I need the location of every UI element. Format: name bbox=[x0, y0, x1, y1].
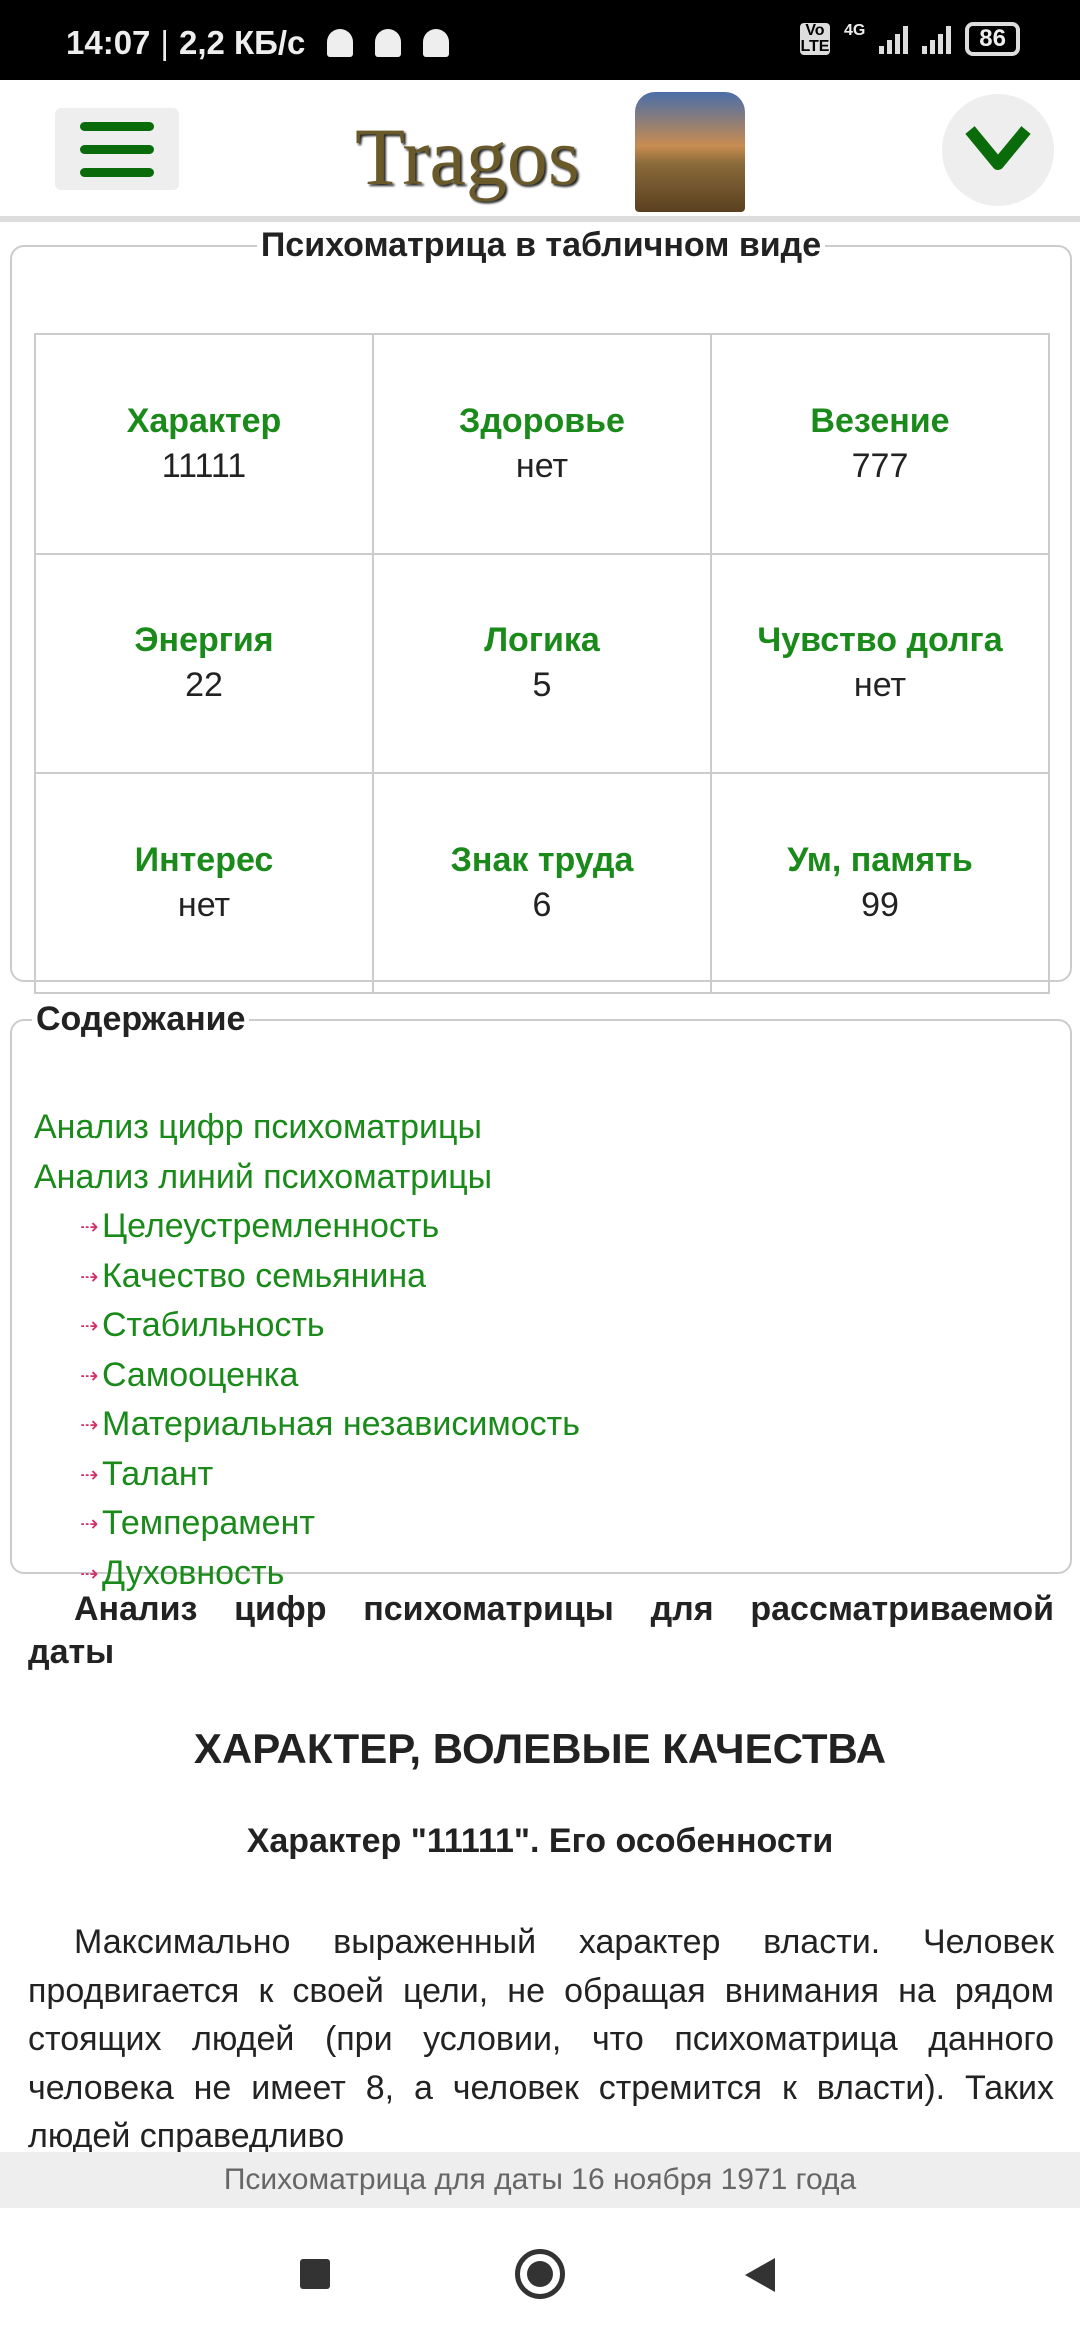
cell-label: Знак труда bbox=[450, 841, 634, 880]
cell-value: нет bbox=[177, 886, 231, 925]
chevron-down-icon bbox=[965, 126, 1031, 170]
bell-icon bbox=[423, 29, 450, 57]
signal-icon bbox=[922, 24, 952, 54]
back-button[interactable] bbox=[745, 2258, 775, 2292]
cell-label: Ум, память bbox=[787, 841, 973, 880]
separator: | bbox=[160, 24, 169, 61]
battery-icon: 86 bbox=[965, 22, 1020, 56]
matrix-cell: Знак труда 6 bbox=[372, 772, 712, 994]
scroll-wizard-image bbox=[635, 92, 745, 212]
section-subheading: Характер "11111". Его особенности bbox=[246, 1822, 834, 1860]
cell-label: Энергия bbox=[134, 621, 274, 660]
cell-value: 99 bbox=[861, 886, 899, 925]
menu-button[interactable] bbox=[55, 108, 179, 190]
status-bar: 14:07 | 2,2 КБ/с Vo LTE 4G 86 bbox=[0, 0, 1080, 80]
toc-link-digits[interactable]: Анализ цифр психоматрицы bbox=[34, 1108, 482, 1146]
toc-sublink[interactable]: ⇢ Целеустремленность bbox=[34, 1202, 580, 1252]
logo[interactable]: Tragos bbox=[355, 92, 755, 212]
toc-sublink[interactable]: ⇢ Стабильность bbox=[34, 1301, 580, 1351]
arrow-icon: ⇢ bbox=[80, 1362, 99, 1388]
arrow-icon: ⇢ bbox=[80, 1263, 99, 1289]
android-nav-bar bbox=[0, 2208, 1080, 2340]
cell-label: Везение bbox=[810, 401, 950, 440]
cell-value: 11111 bbox=[161, 446, 247, 485]
arrow-icon: ⇢ bbox=[80, 1511, 99, 1536]
toc-sublink[interactable]: ⇢ Темперамент bbox=[34, 1499, 580, 1549]
home-button[interactable] bbox=[515, 2249, 565, 2299]
toc-panel: Содержание Анализ цифр психоматрицы Анал… bbox=[10, 1000, 1072, 1592]
matrix-cell: Ум, память 99 bbox=[710, 772, 1050, 994]
section-intro: Анализ цифр психоматрицы для рассматрива… bbox=[74, 1590, 1054, 1628]
matrix-cell: Везение 777 bbox=[710, 333, 1050, 555]
arrow-icon: ⇢ bbox=[80, 1313, 99, 1338]
network-speed: 2,2 КБ/с bbox=[178, 24, 306, 61]
matrix-table: Характер 11111 Здоровье нет Везение 777 Эне… bbox=[34, 333, 1050, 994]
toc-title: Содержание bbox=[36, 1000, 246, 1038]
header: Tragos bbox=[0, 80, 1080, 222]
section-heading: ХАРАКТЕР, ВОЛЕВЫЕ КАЧЕСТВА bbox=[193, 1725, 887, 1772]
toc-sublink[interactable]: ⇢ Духовность bbox=[34, 1549, 580, 1599]
toc-list: Анализ цифр психоматрицы Анализ линий пс… bbox=[34, 1103, 580, 1598]
cell-value: нет bbox=[515, 446, 569, 485]
cell-value: 777 bbox=[851, 446, 909, 485]
arrow-icon: ⇢ bbox=[80, 1461, 99, 1487]
bell-icon bbox=[327, 29, 354, 57]
toc-sublink[interactable]: ⇢ Материальная независимость bbox=[34, 1400, 580, 1450]
volte-icon: Vo LTE bbox=[799, 22, 830, 55]
matrix-cell: Интерес нет bbox=[34, 772, 374, 994]
article-body: Максимально выраженный характер власти. … bbox=[28, 1923, 1054, 2152]
recents-button[interactable] bbox=[300, 2259, 330, 2289]
toc-sublink[interactable]: ⇢ Качество семьянина bbox=[34, 1252, 580, 1302]
cell-value: 5 bbox=[532, 666, 552, 705]
clock: 14:07 bbox=[66, 24, 151, 61]
toc-sublink[interactable]: ⇢ Талант bbox=[34, 1450, 580, 1500]
signal-icon bbox=[879, 24, 909, 54]
cell-value: 6 bbox=[532, 886, 552, 925]
matrix-cell: Чувство долга нет bbox=[710, 552, 1050, 775]
cell-label: Чувство долга bbox=[757, 621, 1003, 660]
cell-label: Интерес bbox=[134, 841, 274, 880]
footer-date-bar: Психоматрица для даты 16 ноября 1971 год… bbox=[0, 2152, 1080, 2208]
bell-icon bbox=[375, 29, 402, 57]
arrow-icon: ⇢ bbox=[80, 1214, 99, 1239]
cell-label: Характер bbox=[126, 401, 282, 440]
cell-value: нет bbox=[853, 666, 907, 705]
matrix-cell: Здоровье нет bbox=[372, 333, 712, 555]
network-type: 4G bbox=[843, 22, 866, 39]
cell-label: Здоровье bbox=[459, 401, 625, 440]
matrix-cell: Характер 11111 bbox=[34, 333, 374, 555]
arrow-icon: ⇢ bbox=[80, 1560, 99, 1586]
cell-value: 22 bbox=[185, 666, 223, 705]
matrix-title: Психоматрица в табличном виде bbox=[260, 226, 822, 264]
matrix-panel: Психоматрица в табличном виде Характер 11… bbox=[10, 226, 1072, 994]
matrix-cell: Энергия 22 bbox=[34, 552, 374, 775]
matrix-cell: Логика 5 bbox=[372, 552, 712, 775]
toc-sublink[interactable]: ⇢ Самооценка bbox=[34, 1351, 580, 1401]
arrow-icon: ⇢ bbox=[80, 1412, 99, 1437]
scroll-down-button[interactable] bbox=[942, 94, 1054, 206]
cell-label: Логика bbox=[484, 621, 600, 660]
section-intro-cont: даты bbox=[28, 1633, 115, 1671]
toc-link-lines[interactable]: Анализ линий психоматрицы bbox=[34, 1157, 493, 1196]
